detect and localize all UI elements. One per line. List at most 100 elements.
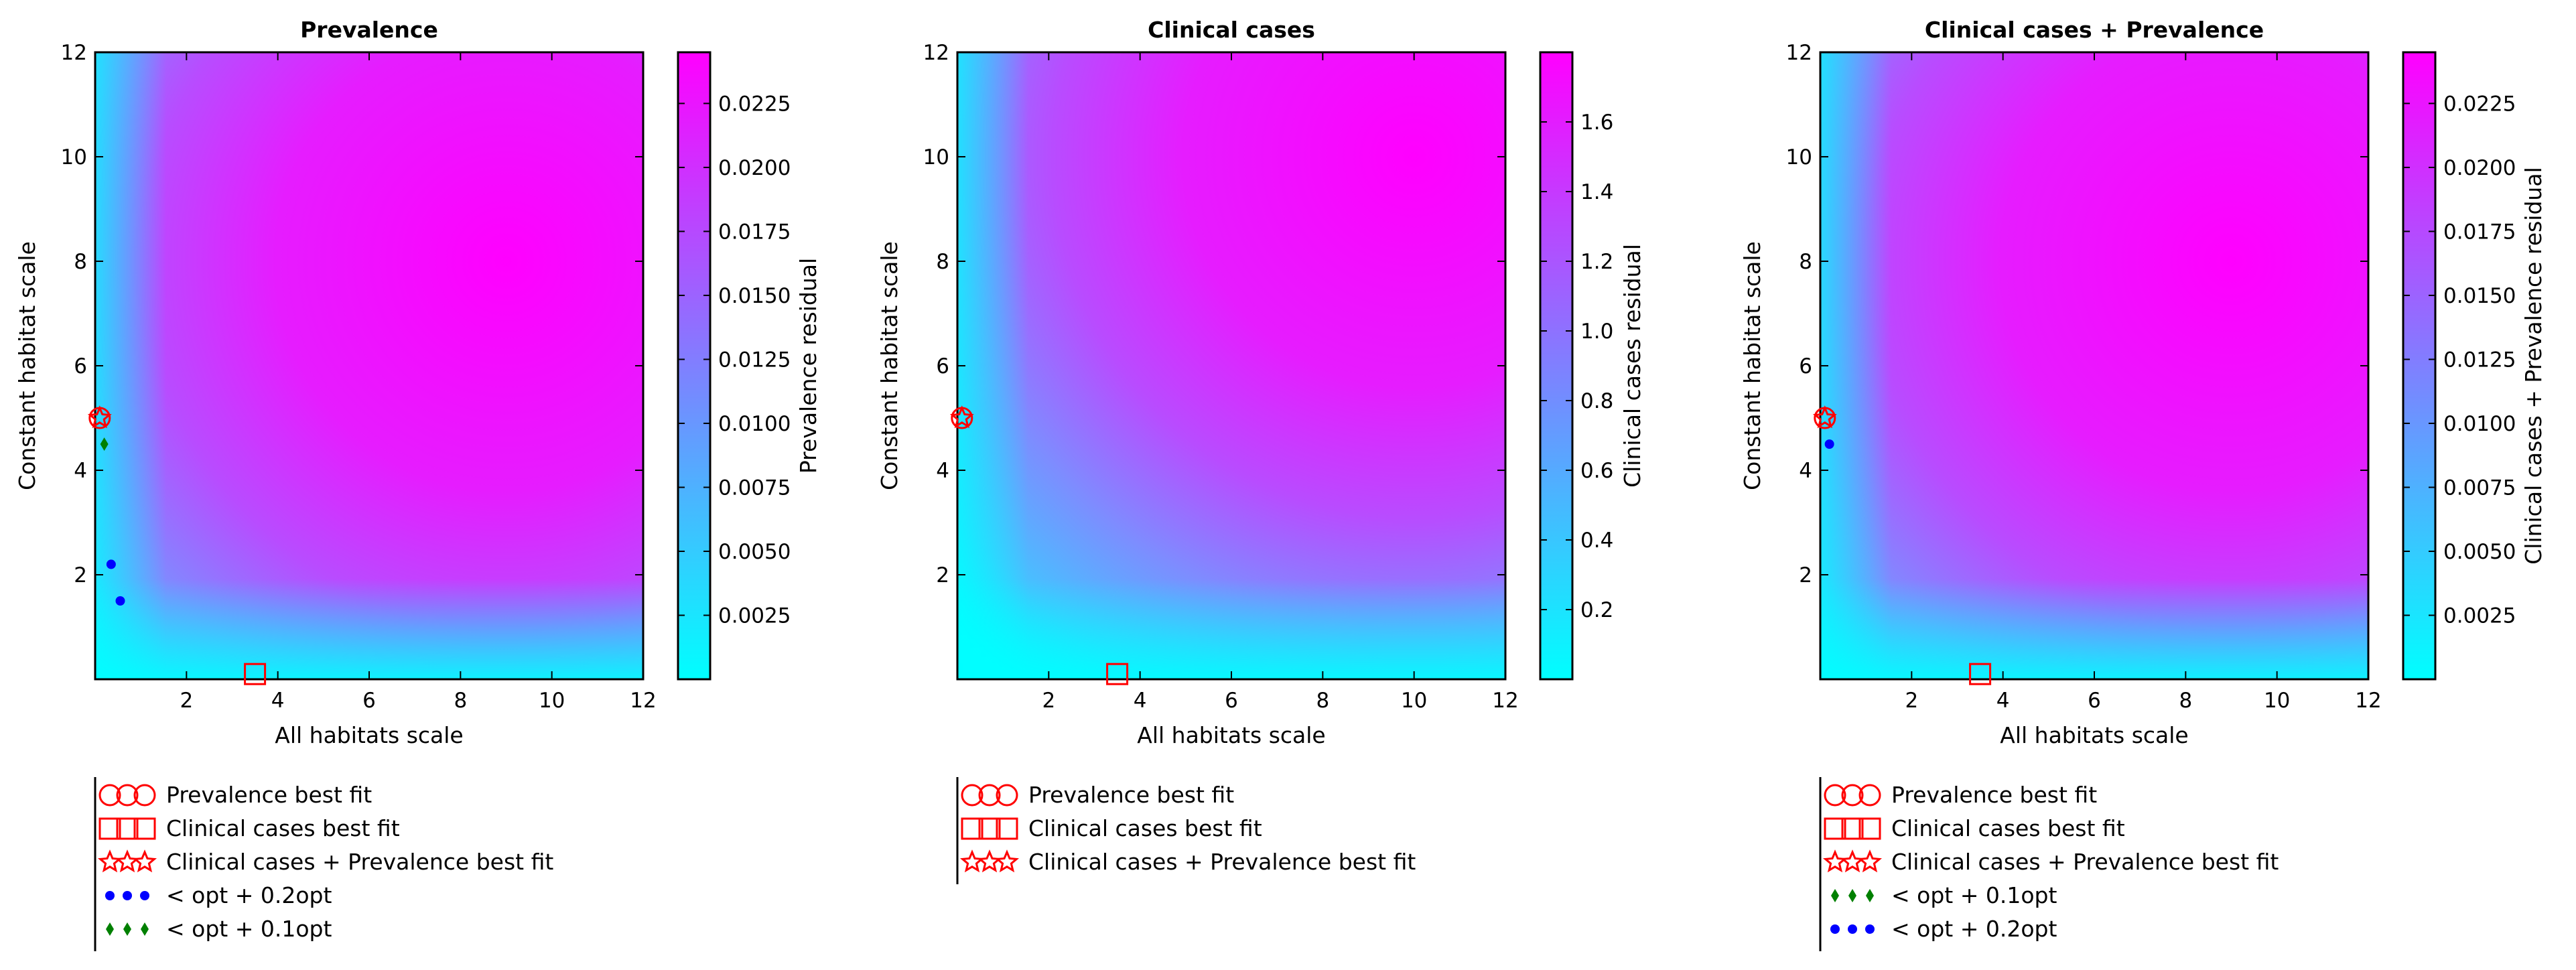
legend-item: Prevalence best fit	[1824, 782, 2097, 808]
legend-swatch-square	[1841, 817, 1864, 840]
legend: Prevalence best fit Clinical cases best f…	[1819, 777, 2279, 951]
y-tick-label: 2	[1799, 563, 1812, 587]
combined-best-fit-marker	[87, 405, 112, 429]
colorbar-gradient	[677, 51, 711, 681]
markers	[1812, 405, 1992, 685]
heatmap-low-band-bottom	[95, 579, 643, 679]
colorbar-tick-label: 0.0175	[718, 220, 791, 244]
legend-swatch-star	[132, 849, 157, 873]
colorbar-tick-label: 0.0050	[718, 540, 791, 564]
legend: Prevalence best fit Clinical cases best f…	[94, 777, 553, 951]
legend-swatch-circle	[961, 784, 984, 807]
x-tick-label: 6	[362, 689, 376, 713]
legend-swatch-diamond	[106, 922, 114, 936]
legend-swatch-star	[115, 849, 140, 873]
legend: Prevalence best fit Clinical cases best f…	[956, 777, 1416, 884]
legend-item: < opt + 0.1opt	[1831, 882, 2057, 908]
chart-title: Clinical cases	[1148, 17, 1315, 43]
colorbar-tick-label: 1.0	[1580, 320, 1613, 344]
x-tick-label: 4	[271, 689, 285, 713]
y-tick-label: 8	[74, 250, 87, 274]
y-tick-label: 6	[1799, 354, 1812, 378]
legend-label: < opt + 0.1opt	[166, 916, 332, 942]
x-tick-label: 6	[1225, 689, 1238, 713]
x-tick-label: 12	[1492, 689, 1518, 713]
legend-swatch-dot	[1865, 924, 1875, 934]
colorbar-tick-label: 0.0100	[718, 412, 791, 436]
y-axis-label: Constant habitat scale	[876, 241, 902, 490]
legend-item: Clinical cases best fit	[961, 815, 1262, 841]
legend-swatch-dot	[105, 891, 115, 900]
colorbar-tick-label: 0.0050	[2443, 540, 2516, 564]
colorbar-tick-label: 0.0175	[2443, 220, 2516, 244]
legend-swatch-circle	[996, 784, 1018, 807]
legend-swatch-square	[133, 817, 156, 840]
legend-item: < opt + 0.2opt	[1830, 916, 2057, 942]
y-tick-label: 6	[936, 354, 949, 378]
y-tick-label: 10	[61, 145, 87, 169]
legend-swatch-square	[996, 817, 1018, 840]
legend-swatch-square	[98, 817, 121, 840]
legend-item: Clinical cases + Prevalence best fit	[959, 849, 1416, 875]
legend-swatch-star	[977, 849, 1002, 873]
x-tick-label: 10	[2264, 689, 2290, 713]
y-tick-label: 12	[61, 41, 87, 65]
legend-swatch-star	[1857, 849, 1883, 873]
x-tick-label: 8	[454, 689, 467, 713]
legend-swatch-star	[994, 849, 1020, 873]
legend-swatch-circle	[98, 784, 121, 807]
legend-item: < opt + 0.1opt	[106, 916, 332, 942]
clinical-best-fit-marker	[1969, 663, 1992, 685]
colorbar-tick-label: 0.4	[1580, 529, 1613, 553]
x-tick-label: 10	[539, 689, 565, 713]
legend-swatch-star	[959, 849, 985, 873]
colorbar-tick-label: 0.0025	[718, 604, 791, 628]
x-tick-label: 6	[2088, 689, 2101, 713]
heatmap-low-band-left	[1820, 52, 1892, 679]
y-tick-label: 12	[1786, 41, 1812, 65]
y-tick-label: 2	[936, 563, 949, 587]
clinical-best-fit-marker	[244, 663, 267, 685]
legend-swatch-square	[1824, 817, 1846, 840]
panel-1: Prevalence 2 4 6 8 10 12 2 4 6 8 10 12 All habitats s…	[14, 17, 821, 951]
heatmap-low-band-left	[95, 52, 167, 679]
opt-0.2-point	[115, 596, 125, 606]
legend-swatch-circle	[133, 784, 156, 807]
legend-swatch-square	[1858, 817, 1881, 840]
y-tick-label: 8	[1799, 250, 1812, 274]
legend-swatch-dot	[123, 891, 132, 900]
opt-0.1-point	[100, 437, 109, 451]
combined-best-fit-marker	[949, 405, 974, 429]
x-tick-label: 2	[180, 689, 193, 713]
x-tick-label: 12	[630, 689, 656, 713]
legend-item: Clinical cases + Prevalence best fit	[1822, 849, 2279, 875]
legend-label: Clinical cases + Prevalence best fit	[166, 849, 553, 875]
y-tick-label: 4	[936, 459, 949, 483]
colorbar-tick-label: 1.4	[1580, 180, 1613, 204]
x-tick-label: 4	[1996, 689, 2010, 713]
legend-swatch-square	[978, 817, 1001, 840]
legend-item: Prevalence best fit	[961, 782, 1234, 808]
legend-swatch-circle	[1858, 784, 1881, 807]
y-tick-label: 4	[74, 459, 87, 483]
colorbar-gradient	[1539, 51, 1574, 681]
heatmap-field	[1820, 52, 2368, 679]
x-tick-label: 12	[2355, 689, 2381, 713]
heatmap	[95, 52, 643, 679]
x-tick-label: 10	[1401, 689, 1427, 713]
x-tick-label: 8	[1316, 689, 1329, 713]
legend-label: Prevalence best fit	[1891, 782, 2097, 808]
legend-swatch-star	[1822, 849, 1848, 873]
x-axis-label: All habitats scale	[1137, 722, 1325, 748]
legend-label: Clinical cases best fit	[1028, 815, 1262, 841]
legend-label: Clinical cases best fit	[1891, 815, 2125, 841]
x-tick-label: 2	[1905, 689, 1918, 713]
colorbar-tick-label: 0.8	[1580, 389, 1613, 413]
legend-swatch-dot	[1848, 924, 1857, 934]
legend-item: Clinical cases + Prevalence best fit	[97, 849, 553, 875]
legend-label: Clinical cases + Prevalence best fit	[1891, 849, 2279, 875]
x-axis-label: All habitats scale	[275, 722, 463, 748]
markers	[87, 405, 267, 685]
colorbar: 0.2 0.4 0.6 0.8 1.0 1.2 1.4 1.6 Clinical cases r…	[1539, 51, 1645, 681]
colorbar-tick-label: 0.0200	[718, 156, 791, 180]
